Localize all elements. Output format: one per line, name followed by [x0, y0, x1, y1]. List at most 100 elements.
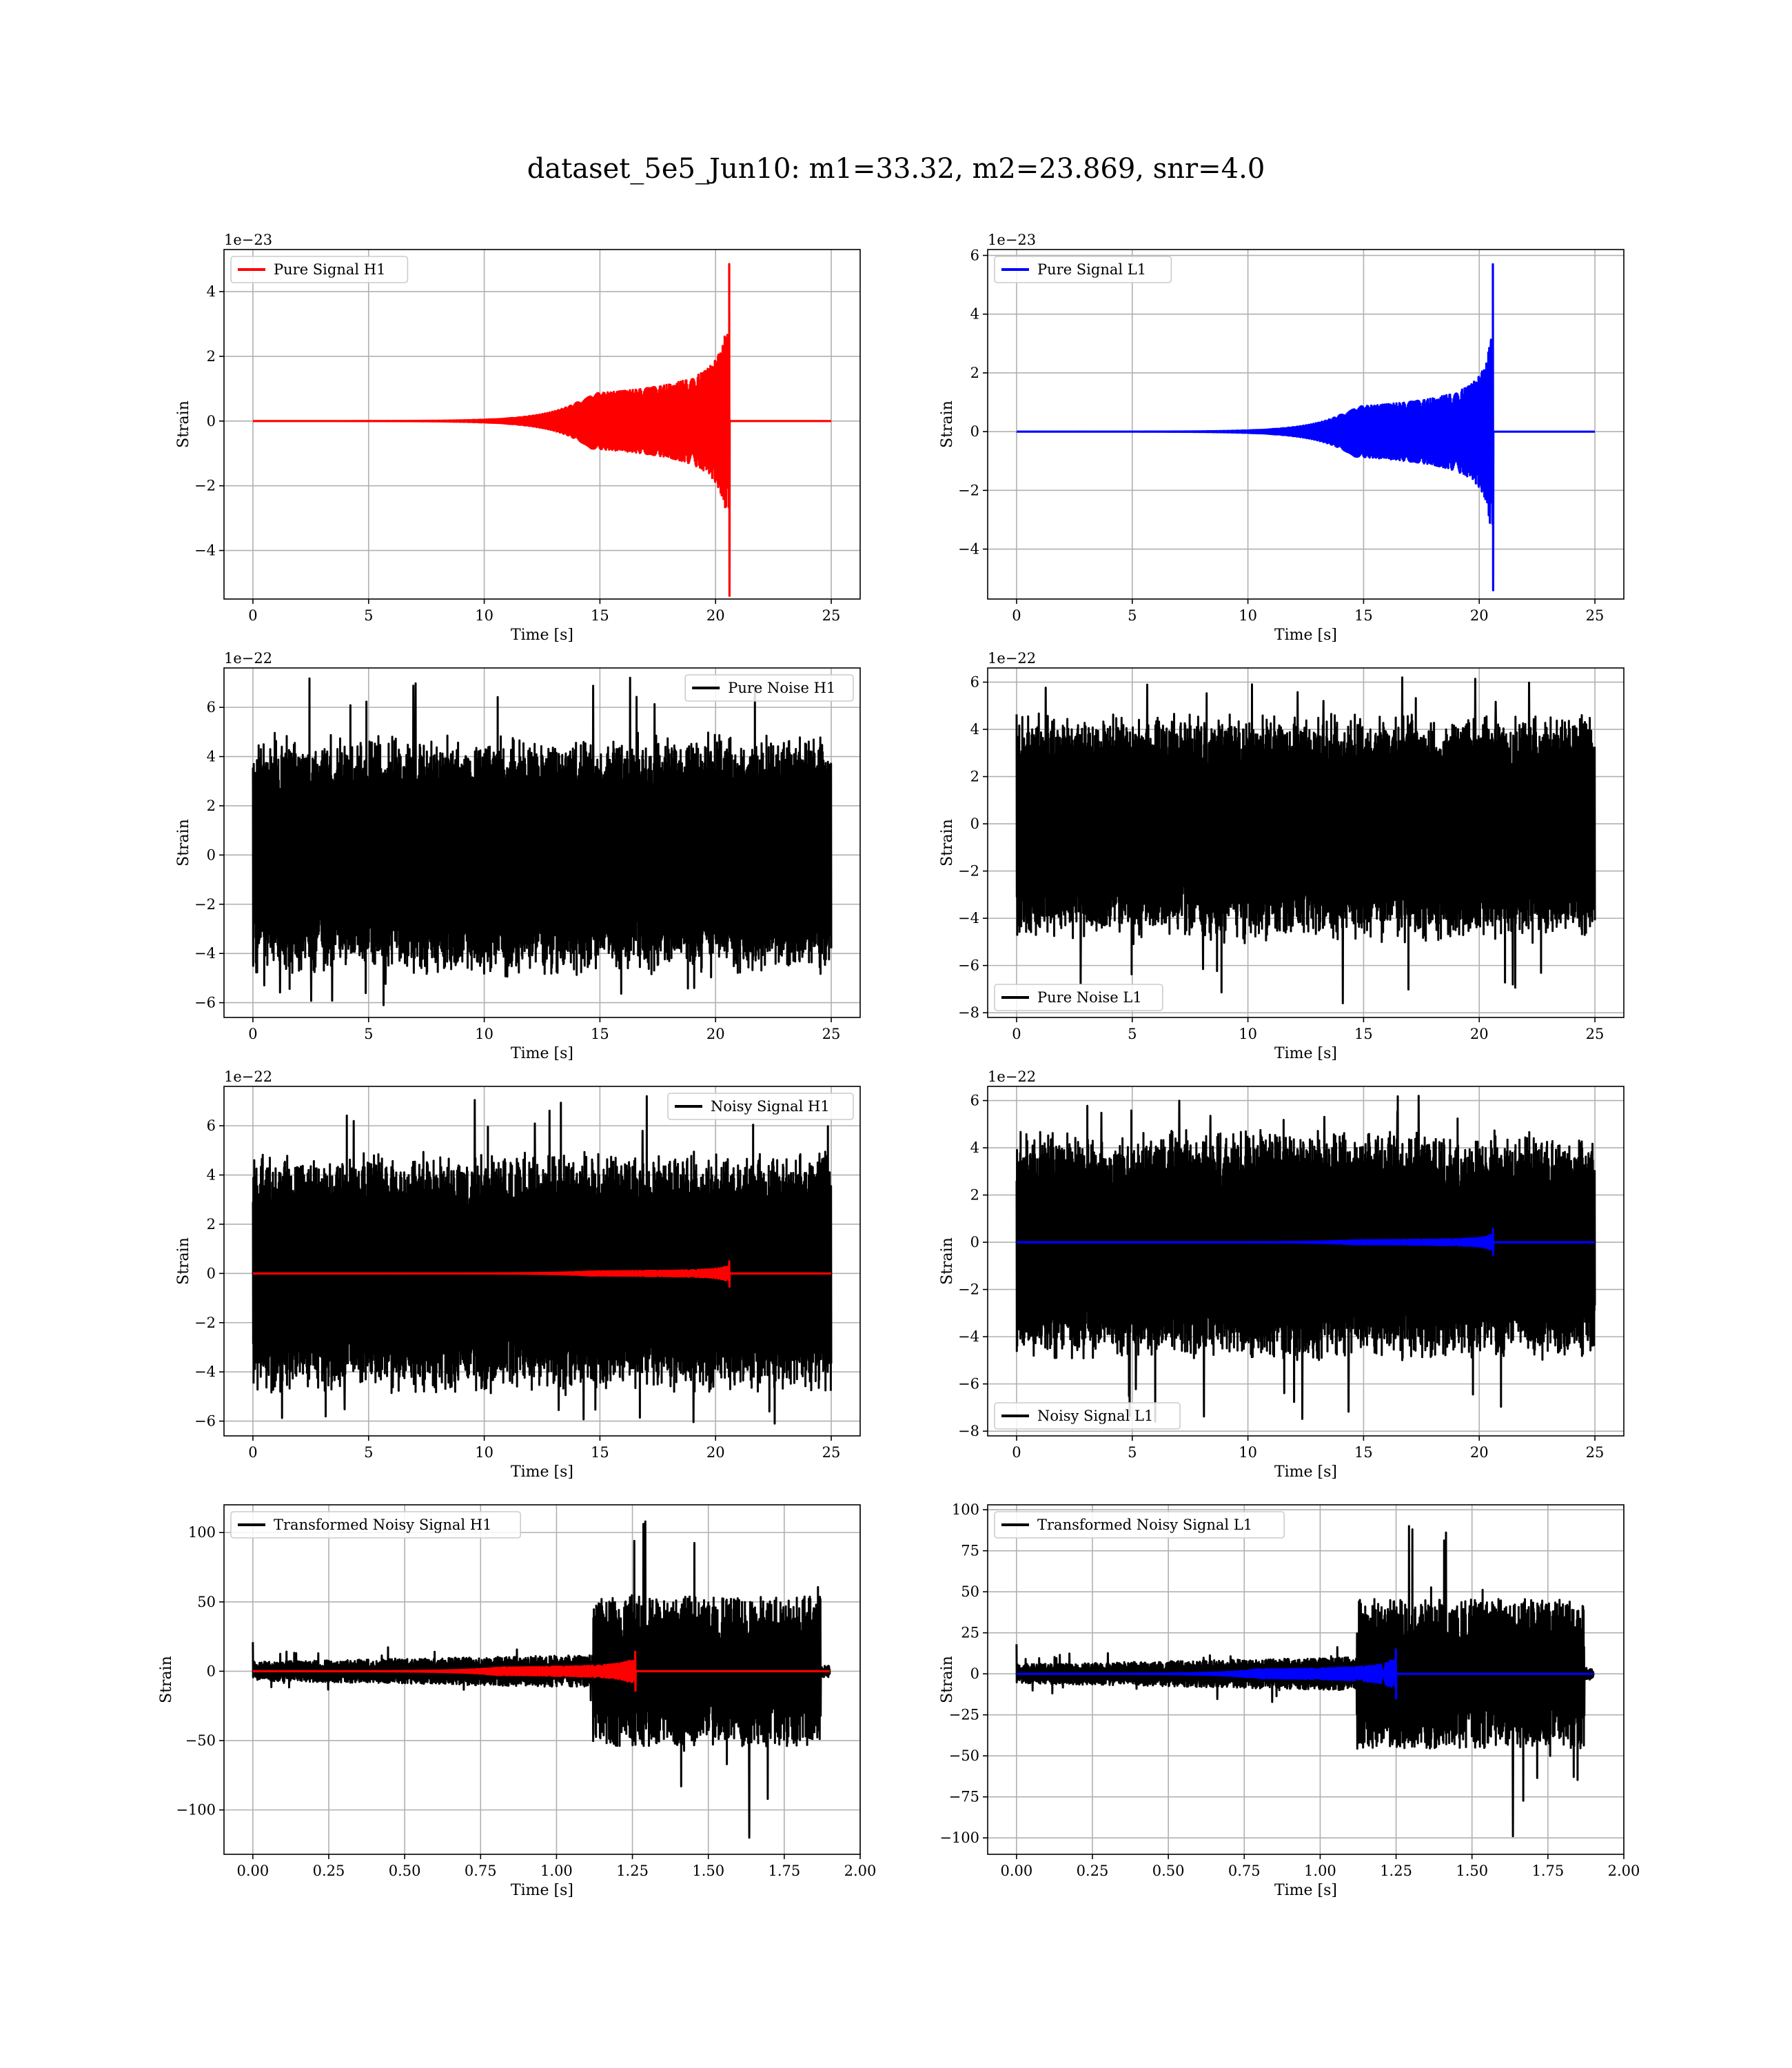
legend: Pure Signal H1 [230, 256, 409, 283]
y-tick-label: −100 [176, 1802, 216, 1818]
x-tick-label: 10 [1239, 1444, 1257, 1461]
plot-area [1015, 676, 1596, 1004]
x-tick-label: 1.25 [616, 1863, 649, 1879]
y-tick-label: −4 [194, 945, 216, 962]
x-tick-label: 5 [1128, 1026, 1137, 1042]
x-tick-label: 2.00 [1608, 1863, 1640, 1879]
legend: Pure Signal L1 [994, 256, 1172, 283]
x-tick-label: 1.75 [768, 1863, 800, 1879]
x-tick-label: 20 [706, 1444, 725, 1461]
y-tick-label: −8 [958, 1004, 979, 1021]
y-tick-label: 6 [970, 1093, 979, 1109]
x-tick-label: 5 [364, 1026, 373, 1042]
axes-frame [987, 1086, 1625, 1437]
offset-text: 1e−22 [988, 1068, 1036, 1085]
legend-label: Pure Noise L1 [1037, 989, 1142, 1006]
axes-noisy-signal-l1: 0 5 10 15 20 25 −8 −6 −4 −2 0 2 4 6 Time [s] Strain 1e−2… [939, 1068, 1625, 1481]
axes-frame [987, 249, 1625, 600]
offset-text: 1e−22 [224, 1068, 272, 1085]
x-tick-label: 0.25 [313, 1863, 345, 1879]
legend-label: Transformed Noisy Signal L1 [1037, 1517, 1252, 1533]
x-tick-label: 25 [822, 1444, 841, 1461]
y-tick-label: −6 [958, 957, 979, 974]
y-axis-label: Strain [175, 1237, 192, 1285]
offset-text: 1e−22 [224, 650, 272, 667]
legend: Noisy Signal H1 [667, 1093, 854, 1120]
x-tick-label: 20 [1470, 1444, 1489, 1461]
x-tick-label: 15 [591, 1444, 609, 1461]
y-tick-label: 100 [952, 1501, 979, 1518]
series-line-noisy-signal-h1 [252, 1095, 833, 1425]
plot-area [1015, 263, 1596, 591]
y-tick-label: −50 [949, 1747, 979, 1764]
x-tick-label: 10 [1239, 607, 1257, 624]
x-tick-label: 20 [1470, 1026, 1489, 1042]
y-tick-label: 2 [970, 365, 979, 381]
legend-label: Noisy Signal H1 [711, 1098, 830, 1115]
y-tick-label: 4 [970, 721, 979, 738]
x-tick-label: 15 [1354, 607, 1373, 624]
y-tick-label: 2 [970, 1187, 979, 1204]
offset-text: 1e−23 [224, 232, 272, 248]
axes-frame [987, 1504, 1625, 1855]
y-axis-label: Strain [175, 819, 192, 866]
x-tick-label: 25 [822, 1026, 841, 1042]
axes-frame [223, 667, 861, 1018]
y-tick-label: 0 [207, 847, 216, 863]
y-tick-label: 4 [970, 1139, 979, 1156]
y-tick-label: 2 [207, 1216, 216, 1233]
x-axis-label: Time [s] [1274, 1882, 1337, 1899]
x-axis-label: Time [s] [1274, 627, 1337, 644]
x-tick-label: 5 [364, 607, 373, 624]
y-tick-label: 6 [207, 1117, 216, 1134]
plot-area [1015, 1525, 1595, 1838]
y-axis-label: Strain [939, 1237, 956, 1285]
x-tick-label: 0 [1012, 1444, 1021, 1461]
y-tick-label: 50 [197, 1594, 216, 1610]
y-tick-label: −6 [194, 1413, 216, 1430]
x-tick-label: 0.50 [389, 1863, 421, 1879]
y-tick-label: −4 [194, 1364, 216, 1380]
plot-area [252, 1520, 831, 1839]
x-tick-label: 5 [364, 1444, 373, 1461]
x-tick-label: 25 [1586, 1444, 1605, 1461]
y-tick-label: 4 [207, 283, 216, 300]
x-tick-label: 20 [1470, 607, 1489, 624]
x-tick-label: 1.50 [692, 1863, 724, 1879]
series-line-pure-signal-l1 [1015, 263, 1596, 591]
legend-box [230, 256, 409, 283]
x-tick-label: 10 [475, 1444, 493, 1461]
series-line-noisy-signal-l1 [1015, 1095, 1596, 1423]
x-tick-label: 0 [248, 1026, 257, 1042]
y-tick-label: 0 [207, 1663, 216, 1679]
legend-box [667, 1093, 854, 1120]
x-tick-label: 1.75 [1531, 1863, 1564, 1879]
y-tick-label: −2 [194, 896, 216, 913]
x-tick-label: 25 [1586, 1026, 1605, 1042]
axes-transformed-noisy-signal-h1: 0.00 0.25 0.50 0.75 1.00 1.25 1.50 1.75 2.00 −100… [158, 1504, 876, 1899]
y-tick-label: −2 [958, 1281, 979, 1298]
x-tick-label: 0 [1012, 1026, 1021, 1042]
legend: Pure Noise H1 [684, 674, 854, 702]
x-axis-label: Time [s] [511, 627, 573, 644]
legend-label: Noisy Signal L1 [1037, 1408, 1153, 1424]
series-line-pure-noise-l1 [1015, 676, 1596, 1004]
series-line-pure-signal-h1 [252, 263, 833, 597]
y-tick-label: 75 [961, 1543, 979, 1559]
series-line-chirp [252, 1650, 831, 1692]
y-tick-label: 6 [970, 674, 979, 691]
y-tick-label: 0 [207, 413, 216, 429]
x-tick-label: 0.50 [1152, 1863, 1185, 1879]
series-line-transformed-noisy-signal-h1 [252, 1520, 831, 1839]
y-tick-label: −4 [958, 910, 979, 926]
legend: Pure Noise L1 [994, 984, 1163, 1011]
y-tick-label: −2 [958, 482, 979, 498]
series-line-chirp [252, 1260, 833, 1288]
legend-box [994, 256, 1172, 283]
y-tick-label: 100 [188, 1524, 216, 1541]
y-tick-label: 6 [207, 699, 216, 716]
y-axis-label: Strain [158, 1656, 175, 1703]
x-tick-label: 25 [1586, 607, 1605, 624]
series-line-transformed-noisy-signal-l1 [1015, 1525, 1595, 1838]
